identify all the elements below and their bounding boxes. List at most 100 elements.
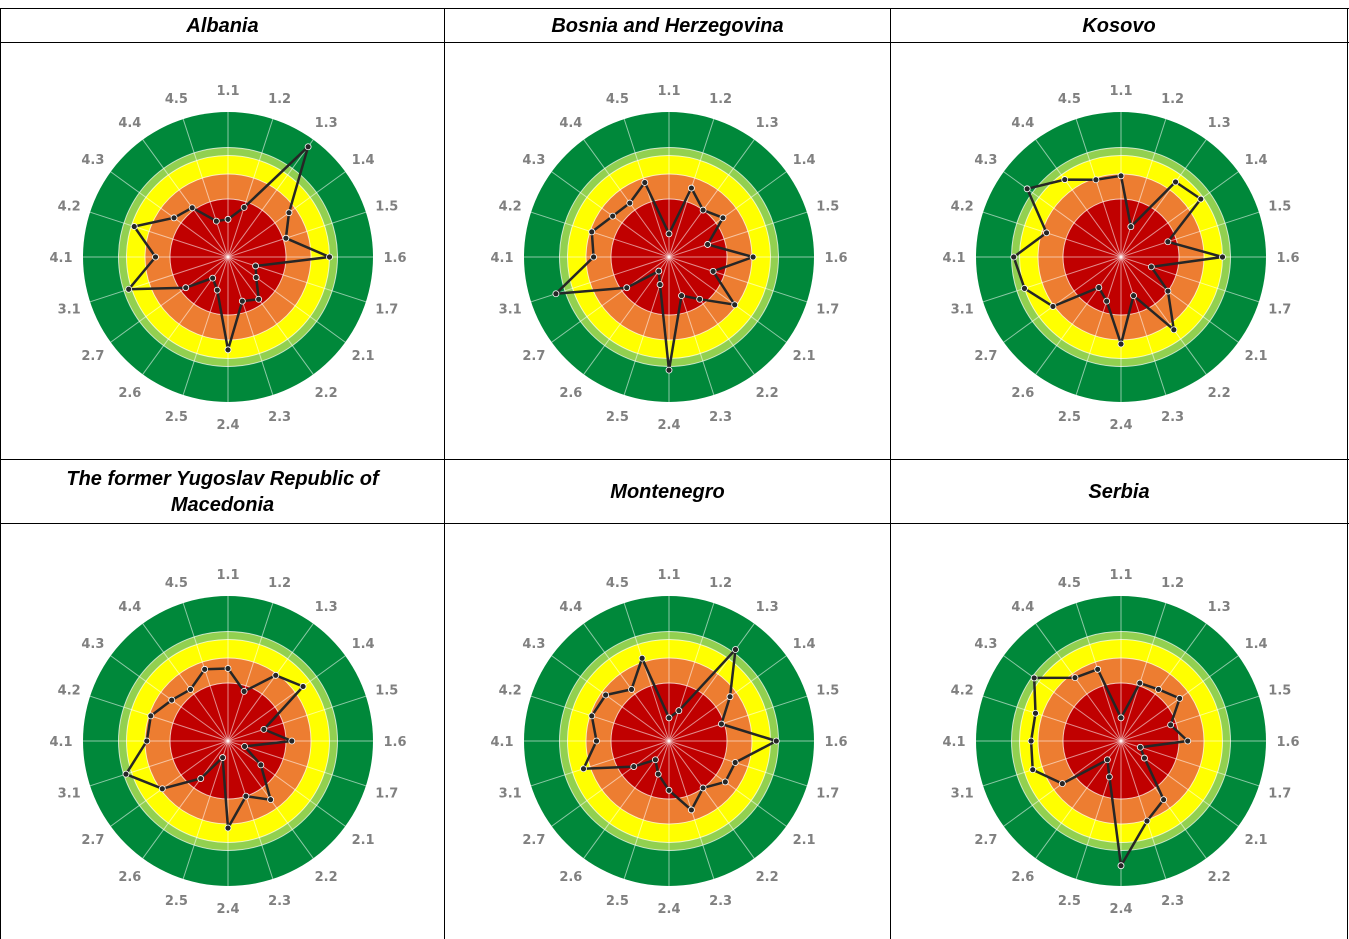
data-point: [719, 214, 727, 222]
axis-label: 1.4: [352, 637, 375, 652]
axis-label: 2.6: [118, 386, 141, 401]
data-point: [699, 206, 707, 214]
axis-label: 1.6: [383, 735, 406, 750]
data-point: [602, 691, 610, 699]
spoke: [551, 256, 670, 343]
spoke: [668, 602, 715, 742]
axis-label: 4.5: [1058, 576, 1081, 591]
row-separator: [0, 459, 1349, 460]
spoke: [982, 695, 1122, 742]
header-separator-row2: [0, 523, 1349, 524]
data-point: [1164, 287, 1172, 295]
spoke: [1003, 655, 1122, 742]
data-point: [304, 143, 312, 151]
axis-label: 3.1: [499, 787, 522, 802]
axis-label: 1.7: [375, 787, 398, 802]
axis-label: 2.7: [81, 833, 104, 848]
spoke: [668, 139, 755, 258]
spoke: [530, 211, 670, 258]
data-point: [1136, 743, 1144, 751]
axis-label: 1.2: [1161, 92, 1184, 107]
data-point: [590, 253, 598, 261]
spoke: [142, 139, 229, 258]
radar-chart-kosovo: 1.1 1.2 1.3 1.4 1.5 1.6 1.7 2.1 2.2 2.3 2.4 2.5 2.6 2…: [942, 84, 1299, 433]
spoke: [1120, 256, 1239, 343]
axis-label: 2.1: [1245, 349, 1268, 364]
spoke: [668, 256, 808, 303]
axis-label: 4.3: [974, 153, 997, 168]
axis-label: 1.6: [1276, 735, 1299, 750]
data-point: [1143, 817, 1151, 825]
data-point: [654, 770, 662, 778]
data-point: [1010, 253, 1018, 261]
data-point: [224, 824, 232, 832]
axis-label: 3.1: [499, 303, 522, 318]
spoke: [182, 118, 229, 258]
axis-label: 1.2: [1161, 576, 1184, 591]
spoke: [110, 171, 229, 258]
spoke: [182, 740, 229, 880]
data-point: [182, 284, 190, 292]
spoke: [982, 740, 1122, 787]
axis-label: 4.1: [490, 251, 513, 266]
data-point: [170, 214, 178, 222]
axis-label: 2.7: [522, 349, 545, 364]
axis-label: 4.4: [1011, 600, 1034, 615]
spoke: [142, 623, 229, 742]
radar-chart-serbia: 1.1 1.2 1.3 1.4 1.5 1.6 1.7 2.1 2.2 2.3 2.4 2.5 2.6 2…: [942, 568, 1299, 917]
spoke: [668, 211, 808, 258]
axis-label: 2.6: [1011, 386, 1034, 401]
axis-label: 3.1: [58, 303, 81, 318]
axis-label: 1.4: [1245, 637, 1268, 652]
data-point: [212, 217, 220, 225]
axis-label: 4.5: [1058, 92, 1081, 107]
spoke: [227, 118, 274, 258]
spoke: [227, 623, 314, 742]
axis-label: 1.3: [315, 600, 338, 615]
axis-label: 4.2: [499, 683, 522, 698]
data-point: [252, 262, 259, 270]
axis-label: 2.4: [657, 902, 680, 917]
spoke: [583, 139, 670, 258]
axis-label: 4.5: [165, 92, 188, 107]
spoke: [227, 211, 367, 258]
spoke: [668, 171, 787, 258]
data-point: [224, 665, 232, 672]
axis-label: 2.7: [522, 833, 545, 848]
axis-label: 4.2: [58, 683, 81, 698]
axis-label: 4.3: [81, 153, 104, 168]
data-point: [257, 761, 265, 769]
axis-label: 4.3: [81, 637, 104, 652]
data-point: [1130, 292, 1137, 300]
data-point: [1170, 326, 1178, 334]
data-point: [219, 754, 227, 761]
axis-label: 2.5: [606, 410, 629, 425]
header-separator-row1: [0, 42, 1349, 43]
data-point: [704, 241, 712, 248]
axis-label: 1.3: [756, 116, 779, 131]
axis-label: 1.2: [268, 576, 291, 591]
spoke: [668, 740, 755, 859]
spoke: [227, 139, 314, 258]
data-point: [1167, 721, 1175, 729]
data-point: [242, 792, 250, 800]
spoke: [623, 740, 670, 880]
axis-label: 1.6: [1276, 251, 1299, 266]
axis-label: 4.3: [522, 153, 545, 168]
axis-label: 2.4: [1109, 902, 1132, 917]
spoke: [227, 740, 367, 787]
axis-label: 2.1: [793, 349, 816, 364]
axis-label: 2.2: [315, 386, 338, 401]
axis-label: 2.2: [315, 870, 338, 885]
axis-label: 2.3: [709, 894, 732, 909]
data-point: [593, 737, 600, 745]
spoke: [89, 256, 229, 303]
spoke: [1120, 256, 1167, 396]
axis-label: 4.4: [1011, 116, 1034, 131]
axis-label: 1.7: [816, 787, 839, 802]
data-point: [1027, 737, 1035, 745]
data-point: [130, 223, 138, 230]
spoke: [227, 602, 274, 742]
data-point: [1105, 773, 1113, 781]
axis-label: 1.4: [352, 153, 375, 168]
